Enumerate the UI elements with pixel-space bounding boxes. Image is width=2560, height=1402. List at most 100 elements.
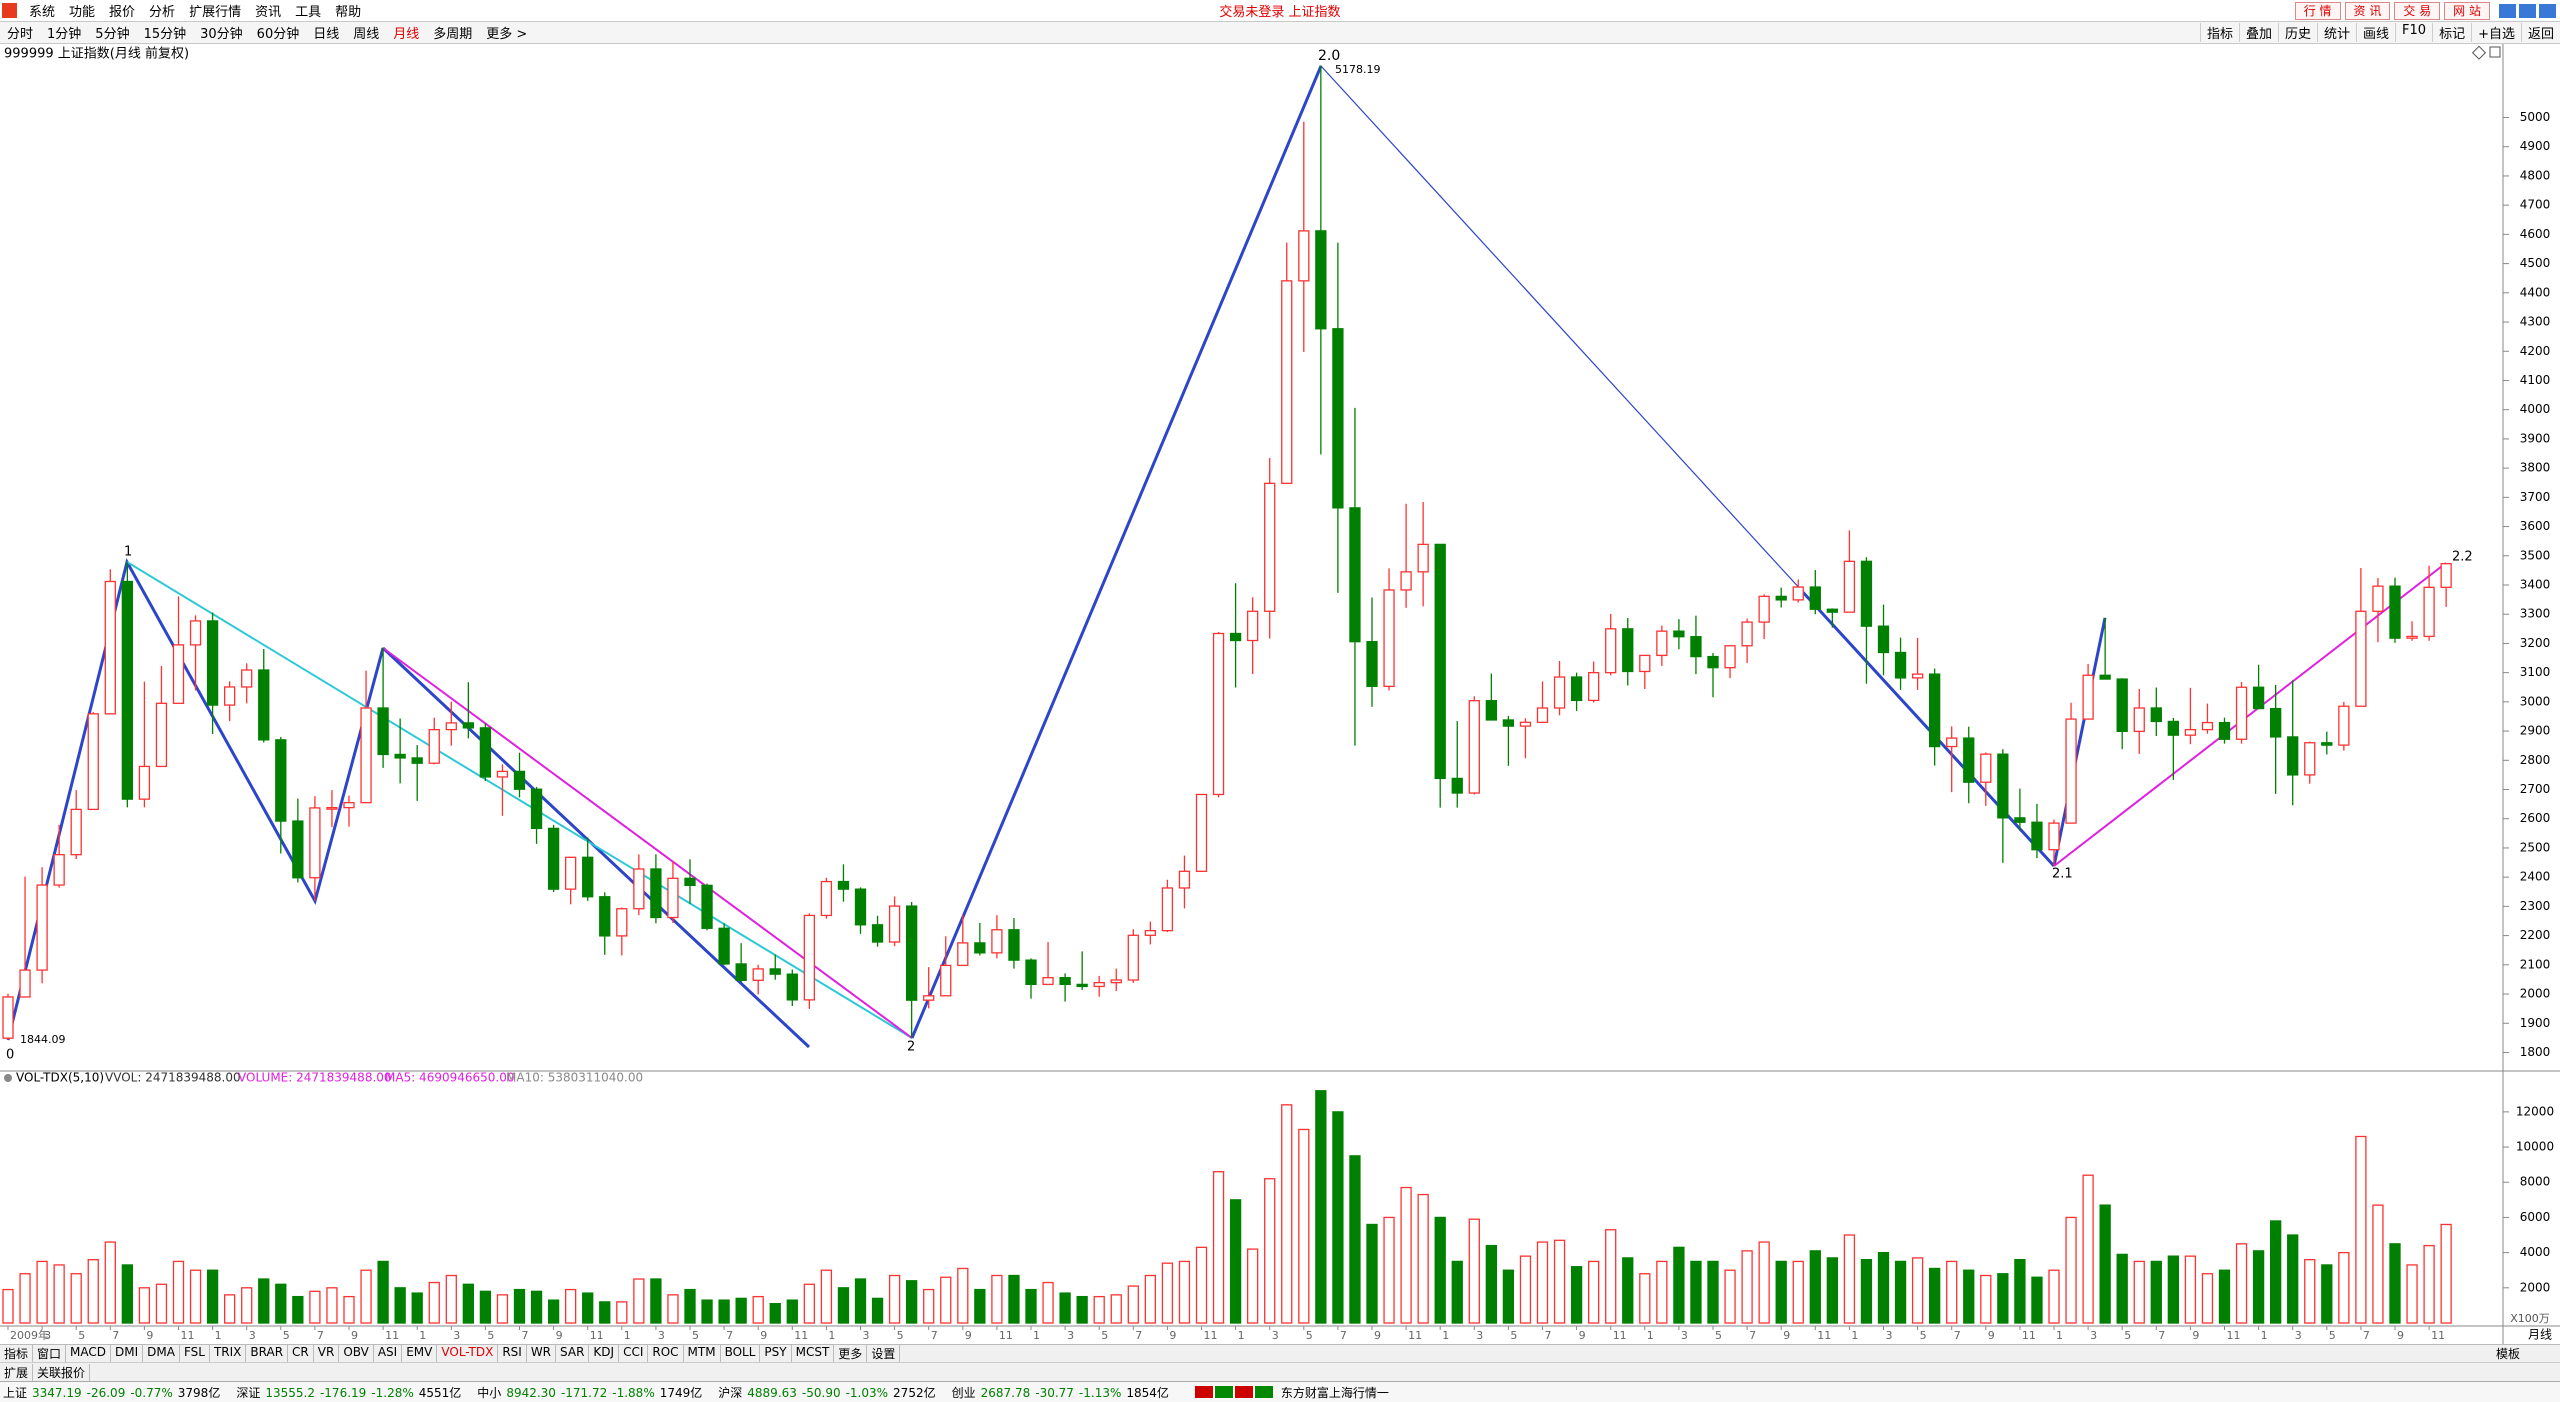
tool-button[interactable]: 画线 (2356, 23, 2395, 42)
icon[interactable] (2489, 46, 2501, 58)
indicator-tab[interactable]: KDJ (589, 1345, 620, 1362)
menu-item[interactable]: 帮助 (335, 5, 362, 20)
indicator-tab[interactable]: RSI (498, 1345, 527, 1362)
menu-item[interactable]: 系统 (29, 5, 56, 20)
candle-body (1826, 608, 1838, 613)
indicator-tab[interactable]: MTM (684, 1345, 721, 1362)
chart: 999999 上证指数(月线 前复权) 18001900200021002200… (0, 44, 2560, 1344)
candle-body (1417, 543, 1429, 573)
indicator-tab[interactable]: TRIX (210, 1345, 247, 1362)
volume-title: VOL-TDX(5,10) (16, 1071, 104, 1085)
tool-button[interactable]: 标记 (2432, 23, 2471, 42)
period-button[interactable]: 30分钟 (200, 27, 243, 42)
volume-bar (2150, 1260, 2162, 1324)
indicator-tab[interactable]: EMV (402, 1345, 438, 1362)
menu-item[interactable]: 扩展行情 (189, 5, 242, 20)
x-tick-label: 1 (419, 1329, 426, 1342)
indicator-tab[interactable]: DMI (111, 1345, 144, 1362)
menu-item[interactable]: 资讯 (255, 5, 282, 20)
candle-body (2031, 821, 2043, 851)
indicator-tab[interactable]: VOL-TDX (437, 1345, 499, 1362)
menu-item[interactable]: 工具 (295, 5, 322, 20)
x-tick-label: 7 (522, 1329, 529, 1342)
indicator-tab[interactable]: CCI (619, 1345, 649, 1362)
indicator-tab[interactable]: DMA (143, 1345, 180, 1362)
period-button[interactable]: 更多 > (486, 27, 528, 42)
indicator-tab[interactable]: 窗口 (33, 1345, 67, 1362)
top-button[interactable]: 资 讯 (2344, 1, 2391, 20)
period-button[interactable]: 5分钟 (95, 27, 130, 42)
sub-tab[interactable]: 关联报价 (33, 1363, 91, 1381)
indicator-tab[interactable]: 更多 (834, 1345, 868, 1362)
tool-button[interactable]: 返回 (2520, 23, 2560, 42)
menu-item[interactable]: 分析 (149, 5, 176, 20)
indicator-tab[interactable]: CR (288, 1345, 314, 1362)
indicator-tab[interactable]: SAR (556, 1345, 590, 1362)
maximize-button[interactable] (2519, 3, 2536, 18)
x-tick-label: 3 (249, 1329, 256, 1342)
indicator-tab[interactable]: WR (527, 1345, 557, 1362)
candle-body (2116, 678, 2128, 733)
indicator-tab[interactable]: BRAR (246, 1345, 289, 1362)
y-tick-label: 3900 (2520, 431, 2551, 445)
menu-item[interactable]: 功能 (69, 5, 96, 20)
icon[interactable] (2471, 45, 2487, 60)
top-button[interactable]: 行 情 (2294, 1, 2341, 20)
x-tick-label: 7 (1749, 1329, 1756, 1342)
x-tick-label: 5 (78, 1329, 85, 1342)
top-button[interactable]: 交 易 (2394, 1, 2441, 20)
candle-body (803, 914, 815, 1001)
x-tick-label: 5 (897, 1329, 904, 1342)
close-button[interactable] (2539, 3, 2556, 18)
indicator-tab[interactable]: MCST (792, 1345, 835, 1362)
period-button[interactable]: 分时 (7, 27, 34, 42)
candle-body (1809, 586, 1821, 610)
period-button[interactable]: 1分钟 (47, 27, 82, 42)
indicator-tab[interactable]: 设置 (867, 1345, 901, 1362)
tool-button[interactable]: 历史 (2277, 23, 2317, 42)
volume-bar (275, 1283, 287, 1324)
period-button[interactable]: 多周期 (433, 27, 473, 42)
indicator-tab[interactable]: MACD (66, 1345, 112, 1362)
period-button[interactable]: 60分钟 (256, 27, 300, 42)
window-title: 交易未登录 上证指数 (1219, 5, 1341, 20)
indicator-tab[interactable]: FSL (180, 1345, 210, 1362)
period-button[interactable]: 周线 (353, 27, 380, 42)
period-button[interactable]: 15分钟 (143, 27, 187, 42)
x-tick-label: 11 (2022, 1329, 2036, 1342)
candle-body (974, 942, 986, 954)
y-tick-label: 3300 (2520, 607, 2551, 621)
candle-body (2338, 705, 2350, 746)
volume-bar (752, 1295, 764, 1324)
indicator-tab[interactable]: VR (314, 1345, 340, 1362)
tool-button[interactable]: 统计 (2317, 23, 2356, 42)
wave-annotation: 2.1 (2052, 867, 2073, 882)
indicator-tab[interactable]: BOLL (721, 1345, 761, 1362)
indicator-tab[interactable]: ROC (648, 1345, 684, 1362)
period-button[interactable]: 月线 (393, 27, 420, 42)
indicator-tab[interactable]: OBV (339, 1345, 374, 1362)
menu-item[interactable]: 报价 (109, 5, 136, 20)
volume-bar (445, 1274, 457, 1324)
minimize-button[interactable] (2499, 3, 2516, 18)
period-button[interactable]: 日线 (313, 27, 340, 42)
candle-body (906, 905, 918, 1001)
x-tick-label: 9 (351, 1329, 358, 1342)
tool-button[interactable]: 指标 (2199, 23, 2239, 42)
template-button[interactable]: 模板 (2495, 1347, 2520, 1361)
indicator-tab[interactable]: 指标 (0, 1345, 34, 1362)
volume-bar (820, 1269, 833, 1324)
tool-button[interactable]: 叠加 (2238, 23, 2278, 42)
indicator-tab[interactable]: ASI (374, 1345, 403, 1362)
tool-button[interactable]: +自选 (2471, 23, 2521, 42)
period-buttons: 分时 1分钟 5分钟 15分钟 30分钟 60分钟 日线 周线 月线 多周期 更多 > (0, 23, 534, 42)
tool-button[interactable]: F10 (2395, 23, 2432, 42)
candle-body (1724, 645, 1736, 669)
indicator-tab[interactable]: PSY (760, 1345, 792, 1362)
x-tick-label: 7 (112, 1329, 119, 1342)
x-tick-label: 1 (1851, 1329, 1858, 1342)
candle-body (309, 807, 321, 879)
volume-bar (1656, 1260, 1668, 1324)
sub-tab[interactable]: 扩展 (0, 1363, 34, 1381)
top-button[interactable]: 网 站 (2444, 1, 2490, 20)
